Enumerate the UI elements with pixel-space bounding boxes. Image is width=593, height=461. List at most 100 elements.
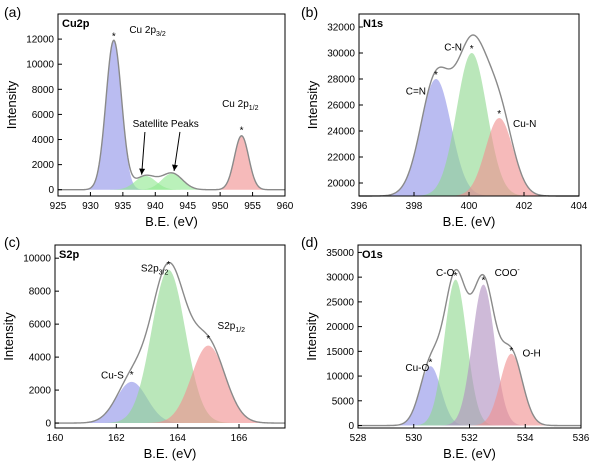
x-tick-label-a-3: 940: [147, 201, 164, 212]
x-tick-label-d-0: 528: [350, 433, 367, 444]
peak-star-b-1: *: [470, 44, 474, 55]
x-tick-label-c-0: 160: [47, 433, 64, 444]
envelope-line-a: [58, 39, 285, 191]
x-tick-label-d-1: 530: [405, 433, 422, 444]
peak-fill-a-0: [58, 40, 285, 190]
peak-star-d-0: *: [429, 358, 433, 369]
peak-fill-b-1: [359, 53, 579, 197]
peak-star-d-2: *: [481, 276, 485, 287]
x-tick-label-b-3: 402: [516, 201, 533, 212]
peak-fill-c-0: [55, 381, 285, 424]
chart-cu2p: 925 930 935 940 945 950 955 960 0 2000 4000 6000 800…: [4, 13, 294, 229]
y-tick-label-a-5: 10000: [26, 60, 54, 71]
y-tick-label-c-0: 0: [45, 419, 51, 430]
y-tick-label-d-2: 10000: [326, 372, 354, 383]
plot-frame-a: [57, 13, 286, 197]
peak-label-c-0: Cu-S: [101, 371, 124, 382]
y-tick-label-a-6: 12000: [26, 35, 54, 46]
y-tick-label-b-6: 32000: [327, 23, 355, 34]
annotation-arrowhead-a-1: [172, 164, 178, 171]
x-tick-label-c-2: 164: [169, 433, 186, 444]
panel-letter-b: (b): [301, 4, 319, 20]
peak-star-c-1: *: [167, 260, 171, 271]
peak-star-d-1: *: [454, 271, 458, 282]
y-tick-label-c-2: 4000: [29, 353, 52, 364]
peak-fill-c-1: [55, 269, 285, 424]
peak-label-a-1: Satellite Peaks: [133, 119, 199, 130]
peak-label-b-0: C=N: [406, 87, 426, 98]
y-tick-label-b-0: 20000: [327, 179, 355, 190]
y-tick-label-a-4: 8000: [32, 85, 55, 96]
chart-n1s: 396 398 400 402 404 20000 22000 24000 26000 28000…: [305, 13, 588, 229]
x-tick-label-a-1: 930: [82, 201, 99, 212]
inner-title-d: O1s: [362, 249, 383, 261]
x-tick-label-b-4: 404: [571, 201, 588, 212]
y-axis-label-d: Intensity: [304, 312, 319, 361]
y-tick-label-d-5: 25000: [326, 297, 354, 308]
peak-fill-a-2: [58, 173, 285, 190]
panel-cu2p: (a) 925 930 935 940 945 950 955 960 0 2000 4000 600…: [0, 0, 297, 230]
peak-label-d-0: Cu-O: [405, 363, 429, 374]
x-tick-label-a-4: 945: [179, 201, 196, 212]
x-tick-label-d-2: 532: [461, 433, 478, 444]
peak-label-c-1: S2p3/2: [141, 263, 169, 276]
y-axis-label-a: Intensity: [4, 80, 19, 129]
y-tick-label-b-1: 22000: [327, 153, 355, 164]
y-tick-label-d-4: 20000: [326, 322, 354, 333]
y-tick-label-a-3: 6000: [32, 110, 55, 121]
envelope-line-c: [55, 261, 285, 424]
y-tick-label-a-0: 0: [48, 185, 54, 196]
y-tick-label-d-6: 30000: [326, 273, 354, 284]
annotation-arrow-a-1: [173, 131, 181, 171]
plot-frame-c: [54, 244, 286, 429]
y-tick-label-c-3: 6000: [29, 320, 52, 331]
y-axis-label-b: Intensity: [305, 80, 320, 129]
panel-letter-c: (c): [4, 234, 21, 250]
inner-title-b: N1s: [363, 18, 383, 30]
x-tick-label-b-0: 396: [351, 201, 368, 212]
x-tick-label-d-3: 534: [517, 433, 534, 444]
peak-label-b-2: Cu-N: [513, 119, 536, 130]
peak-label-d-3: O-H: [522, 348, 540, 359]
y-tick-label-b-3: 26000: [327, 101, 355, 112]
y-axis-label-c: Intensity: [1, 312, 16, 361]
x-axis-label-b: B.E. (eV): [443, 214, 496, 229]
panel-n1s: (b) 396 398 400 402 404 20000 22000 24000 26000 2…: [297, 0, 593, 230]
y-tick-label-c-4: 8000: [29, 287, 52, 298]
y-tick-label-a-1: 2000: [32, 160, 55, 171]
y-tick-label-a-2: 4000: [32, 135, 55, 146]
peak-label-c-2: S2p1/2: [218, 321, 246, 334]
peak-label-a-0: Cu 2p3/2: [129, 25, 166, 38]
peak-star-a-0: *: [112, 32, 116, 43]
x-tick-label-d-4: 536: [573, 433, 590, 444]
panel-o1s: (d) 528 530 532 534 536 0 5000 10000 15000 20000 2…: [297, 230, 593, 461]
x-tick-label-a-7: 960: [277, 201, 294, 212]
peak-star-b-0: *: [434, 70, 438, 81]
panel-letter-a: (a): [4, 4, 22, 20]
peak-fill-b-0: [359, 79, 579, 196]
peak-star-c-0: *: [130, 370, 134, 381]
peak-star-a-1: *: [240, 126, 244, 137]
inner-title-c: S2p: [59, 249, 79, 261]
peak-label-b-1: C-N: [444, 42, 462, 53]
y-tick-label-d-0: 0: [348, 421, 354, 432]
x-tick-label-c-1: 162: [108, 433, 125, 444]
x-axis-label-c: B.E. (eV): [144, 446, 197, 461]
y-tick-label-c-5: 10000: [23, 254, 51, 265]
peak-label-d-2: COO-: [495, 267, 521, 279]
x-tick-label-b-1: 398: [406, 201, 423, 212]
x-tick-label-a-0: 925: [50, 201, 67, 212]
y-tick-label-c-1: 2000: [29, 386, 52, 397]
y-tick-label-b-5: 30000: [327, 49, 355, 60]
chart-o1s: 528 530 532 534 536 0 5000 10000 15000 20000 25000…: [304, 244, 590, 461]
y-tick-label-d-7: 35000: [326, 248, 354, 259]
y-tick-label-b-2: 24000: [327, 127, 355, 138]
y-tick-label-d-1: 5000: [332, 396, 355, 407]
peak-fill-a-3: [58, 135, 285, 190]
peak-fill-c-2: [55, 345, 285, 424]
envelope-line-d: [358, 268, 581, 427]
peak-label-d-1: C-O: [436, 268, 455, 279]
peak-fill-d-0: [358, 366, 581, 426]
chart-s2p: 160 162 164 166 0 2000 4000 6000 8000 10000 B.E. (…: [1, 244, 286, 461]
x-tick-label-a-6: 955: [244, 201, 261, 212]
